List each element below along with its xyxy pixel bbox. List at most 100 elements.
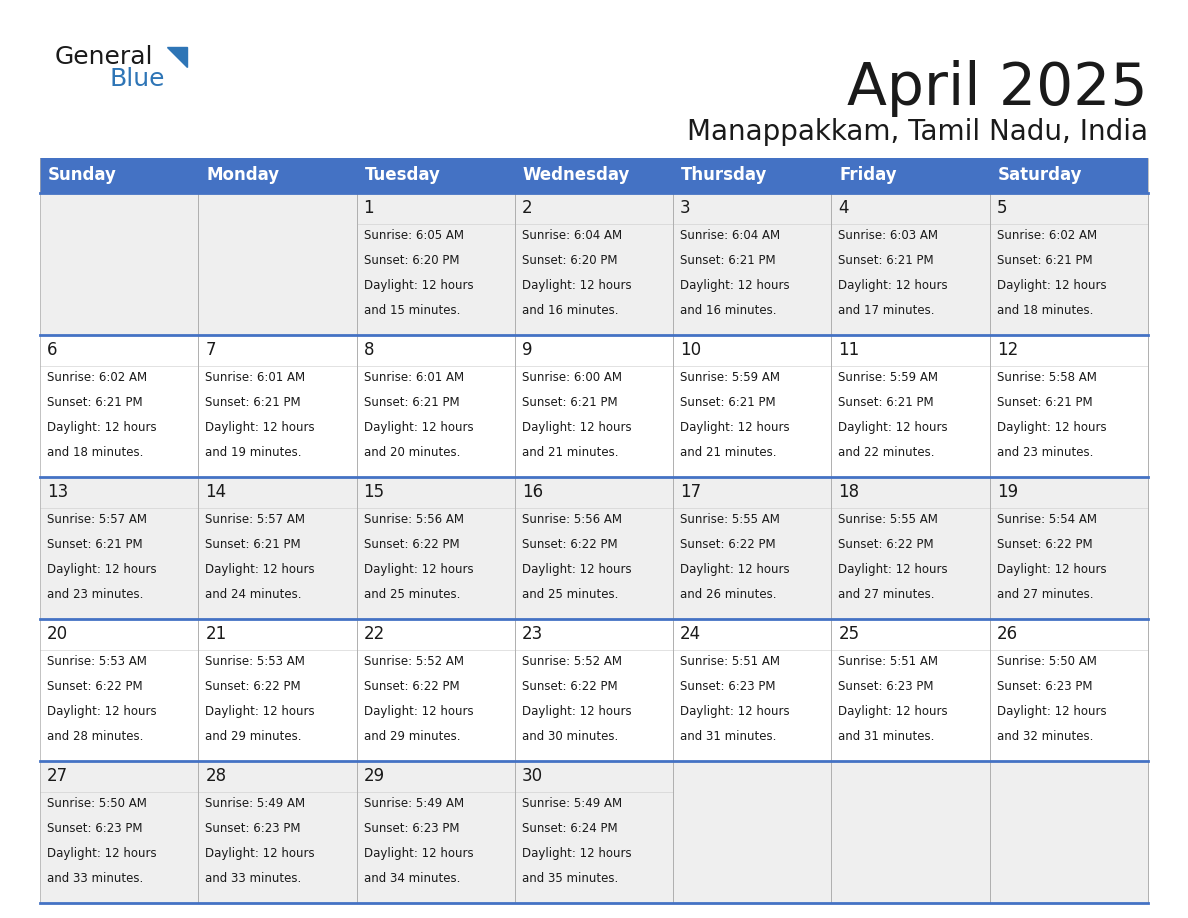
Text: and 33 minutes.: and 33 minutes. (48, 872, 144, 885)
Text: Sunrise: 5:55 AM: Sunrise: 5:55 AM (681, 513, 781, 526)
Text: and 22 minutes.: and 22 minutes. (839, 446, 935, 459)
Text: 26: 26 (997, 625, 1018, 643)
Text: Wednesday: Wednesday (523, 166, 630, 185)
Text: 10: 10 (681, 341, 701, 359)
Text: Daylight: 12 hours: Daylight: 12 hours (839, 279, 948, 292)
Text: Sunrise: 6:02 AM: Sunrise: 6:02 AM (997, 230, 1097, 242)
Text: Daylight: 12 hours: Daylight: 12 hours (997, 421, 1106, 434)
Text: 18: 18 (839, 483, 860, 501)
Text: 17: 17 (681, 483, 701, 501)
Text: 5: 5 (997, 199, 1007, 217)
Text: Daylight: 12 hours: Daylight: 12 hours (364, 847, 473, 860)
Text: Daylight: 12 hours: Daylight: 12 hours (522, 279, 632, 292)
Text: Saturday: Saturday (998, 166, 1082, 185)
Text: and 25 minutes.: and 25 minutes. (364, 588, 460, 601)
Bar (356, 158, 514, 193)
Text: Sunrise: 5:49 AM: Sunrise: 5:49 AM (522, 797, 623, 811)
Text: and 27 minutes.: and 27 minutes. (997, 588, 1093, 601)
Text: Daylight: 12 hours: Daylight: 12 hours (522, 421, 632, 434)
Text: Sunrise: 6:01 AM: Sunrise: 6:01 AM (364, 371, 463, 385)
Text: 2: 2 (522, 199, 532, 217)
Text: and 21 minutes.: and 21 minutes. (522, 446, 619, 459)
Text: and 30 minutes.: and 30 minutes. (522, 730, 618, 743)
Text: 3: 3 (681, 199, 690, 217)
Text: General: General (55, 45, 153, 69)
Text: Sunset: 6:23 PM: Sunset: 6:23 PM (364, 823, 459, 835)
Text: Sunrise: 5:54 AM: Sunrise: 5:54 AM (997, 513, 1097, 526)
Text: Daylight: 12 hours: Daylight: 12 hours (206, 705, 315, 718)
Text: Sunset: 6:23 PM: Sunset: 6:23 PM (997, 680, 1092, 693)
Text: Thursday: Thursday (681, 166, 767, 185)
Text: Daylight: 12 hours: Daylight: 12 hours (206, 847, 315, 860)
Text: Daylight: 12 hours: Daylight: 12 hours (364, 421, 473, 434)
Text: Sunset: 6:22 PM: Sunset: 6:22 PM (522, 538, 618, 551)
Text: Sunset: 6:24 PM: Sunset: 6:24 PM (522, 823, 618, 835)
Text: Sunset: 6:22 PM: Sunset: 6:22 PM (206, 680, 301, 693)
Bar (40, 158, 198, 193)
Text: and 24 minutes.: and 24 minutes. (206, 588, 302, 601)
Text: Sunset: 6:22 PM: Sunset: 6:22 PM (48, 680, 143, 693)
Text: Sunset: 6:23 PM: Sunset: 6:23 PM (206, 823, 301, 835)
Text: Daylight: 12 hours: Daylight: 12 hours (364, 279, 473, 292)
Text: and 31 minutes.: and 31 minutes. (681, 730, 777, 743)
Text: Daylight: 12 hours: Daylight: 12 hours (364, 705, 473, 718)
Text: Sunrise: 5:53 AM: Sunrise: 5:53 AM (48, 655, 147, 668)
Text: Daylight: 12 hours: Daylight: 12 hours (48, 563, 157, 577)
Text: 21: 21 (206, 625, 227, 643)
Bar (674, 158, 832, 193)
Text: Sunrise: 6:04 AM: Sunrise: 6:04 AM (681, 230, 781, 242)
Text: 29: 29 (364, 767, 385, 785)
Text: Sunrise: 5:52 AM: Sunrise: 5:52 AM (522, 655, 621, 668)
Text: and 16 minutes.: and 16 minutes. (681, 304, 777, 317)
Text: Friday: Friday (840, 166, 897, 185)
Text: Sunset: 6:21 PM: Sunset: 6:21 PM (206, 397, 301, 409)
Text: Sunset: 6:22 PM: Sunset: 6:22 PM (522, 680, 618, 693)
Text: Sunrise: 5:52 AM: Sunrise: 5:52 AM (364, 655, 463, 668)
Text: Sunrise: 5:57 AM: Sunrise: 5:57 AM (48, 513, 147, 526)
Text: 7: 7 (206, 341, 216, 359)
Text: Sunset: 6:21 PM: Sunset: 6:21 PM (839, 254, 934, 267)
Text: Daylight: 12 hours: Daylight: 12 hours (681, 705, 790, 718)
Text: 28: 28 (206, 767, 227, 785)
Text: and 23 minutes.: and 23 minutes. (997, 446, 1093, 459)
Text: Sunset: 6:21 PM: Sunset: 6:21 PM (681, 254, 776, 267)
Text: 22: 22 (364, 625, 385, 643)
Text: Daylight: 12 hours: Daylight: 12 hours (522, 705, 632, 718)
Text: Sunday: Sunday (48, 166, 116, 185)
Text: Daylight: 12 hours: Daylight: 12 hours (681, 563, 790, 577)
Text: 15: 15 (364, 483, 385, 501)
Text: Daylight: 12 hours: Daylight: 12 hours (681, 421, 790, 434)
Bar (514, 158, 674, 193)
Text: 25: 25 (839, 625, 860, 643)
Text: Sunset: 6:22 PM: Sunset: 6:22 PM (997, 538, 1092, 551)
Text: 1: 1 (364, 199, 374, 217)
Text: Sunrise: 5:56 AM: Sunrise: 5:56 AM (522, 513, 621, 526)
Text: and 16 minutes.: and 16 minutes. (522, 304, 619, 317)
Text: 24: 24 (681, 625, 701, 643)
Text: and 31 minutes.: and 31 minutes. (839, 730, 935, 743)
Text: Sunrise: 5:50 AM: Sunrise: 5:50 AM (48, 797, 147, 811)
Text: Sunset: 6:21 PM: Sunset: 6:21 PM (48, 538, 143, 551)
Text: and 20 minutes.: and 20 minutes. (364, 446, 460, 459)
Text: Sunset: 6:21 PM: Sunset: 6:21 PM (48, 397, 143, 409)
Bar (40, 193, 1148, 335)
Text: Daylight: 12 hours: Daylight: 12 hours (681, 279, 790, 292)
Text: Daylight: 12 hours: Daylight: 12 hours (997, 705, 1106, 718)
Text: and 23 minutes.: and 23 minutes. (48, 588, 144, 601)
Text: Daylight: 12 hours: Daylight: 12 hours (997, 563, 1106, 577)
Text: 4: 4 (839, 199, 849, 217)
Text: and 25 minutes.: and 25 minutes. (522, 588, 618, 601)
Text: Sunrise: 5:59 AM: Sunrise: 5:59 AM (839, 371, 939, 385)
Text: Sunrise: 5:57 AM: Sunrise: 5:57 AM (206, 513, 305, 526)
Text: Sunset: 6:23 PM: Sunset: 6:23 PM (48, 823, 143, 835)
Text: 14: 14 (206, 483, 227, 501)
Text: and 21 minutes.: and 21 minutes. (681, 446, 777, 459)
Text: Sunrise: 5:51 AM: Sunrise: 5:51 AM (681, 655, 781, 668)
Text: 12: 12 (997, 341, 1018, 359)
Text: and 35 minutes.: and 35 minutes. (522, 872, 618, 885)
Text: and 32 minutes.: and 32 minutes. (997, 730, 1093, 743)
Text: Sunrise: 5:53 AM: Sunrise: 5:53 AM (206, 655, 305, 668)
Text: and 26 minutes.: and 26 minutes. (681, 588, 777, 601)
Text: Sunrise: 5:49 AM: Sunrise: 5:49 AM (206, 797, 305, 811)
Text: Sunrise: 5:49 AM: Sunrise: 5:49 AM (364, 797, 463, 811)
